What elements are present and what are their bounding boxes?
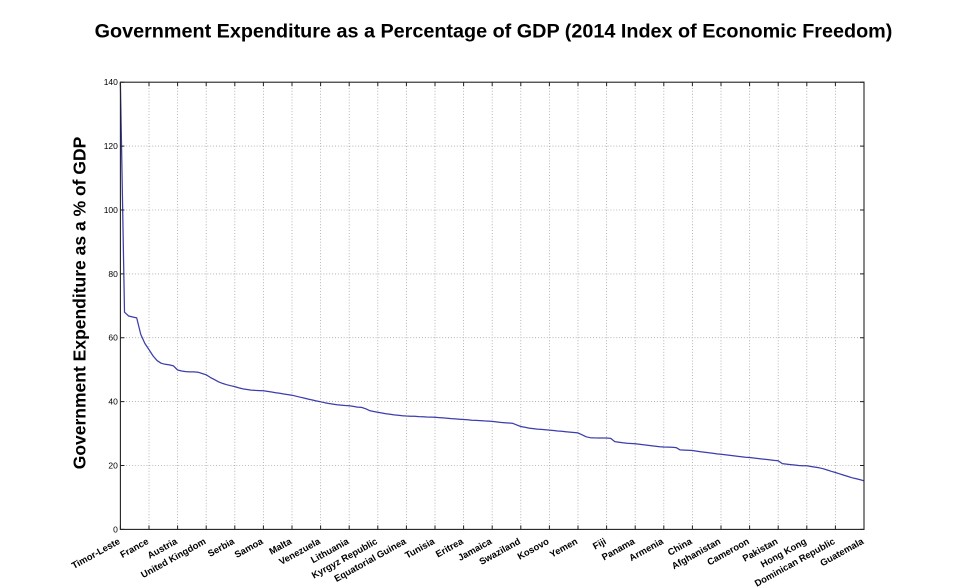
svg-text:40: 40: [108, 397, 118, 407]
svg-text:60: 60: [108, 333, 118, 343]
svg-text:Government Expenditure as a Pe: Government Expenditure as a Percentage o…: [95, 21, 893, 43]
svg-text:100: 100: [104, 205, 118, 215]
svg-text:120: 120: [104, 141, 118, 151]
svg-text:Government Expenditure as a %: Government Expenditure as a % of GDP: [70, 136, 90, 469]
svg-text:20: 20: [108, 461, 118, 471]
svg-text:0: 0: [113, 524, 118, 534]
svg-text:80: 80: [108, 269, 118, 279]
svg-text:140: 140: [104, 77, 118, 87]
